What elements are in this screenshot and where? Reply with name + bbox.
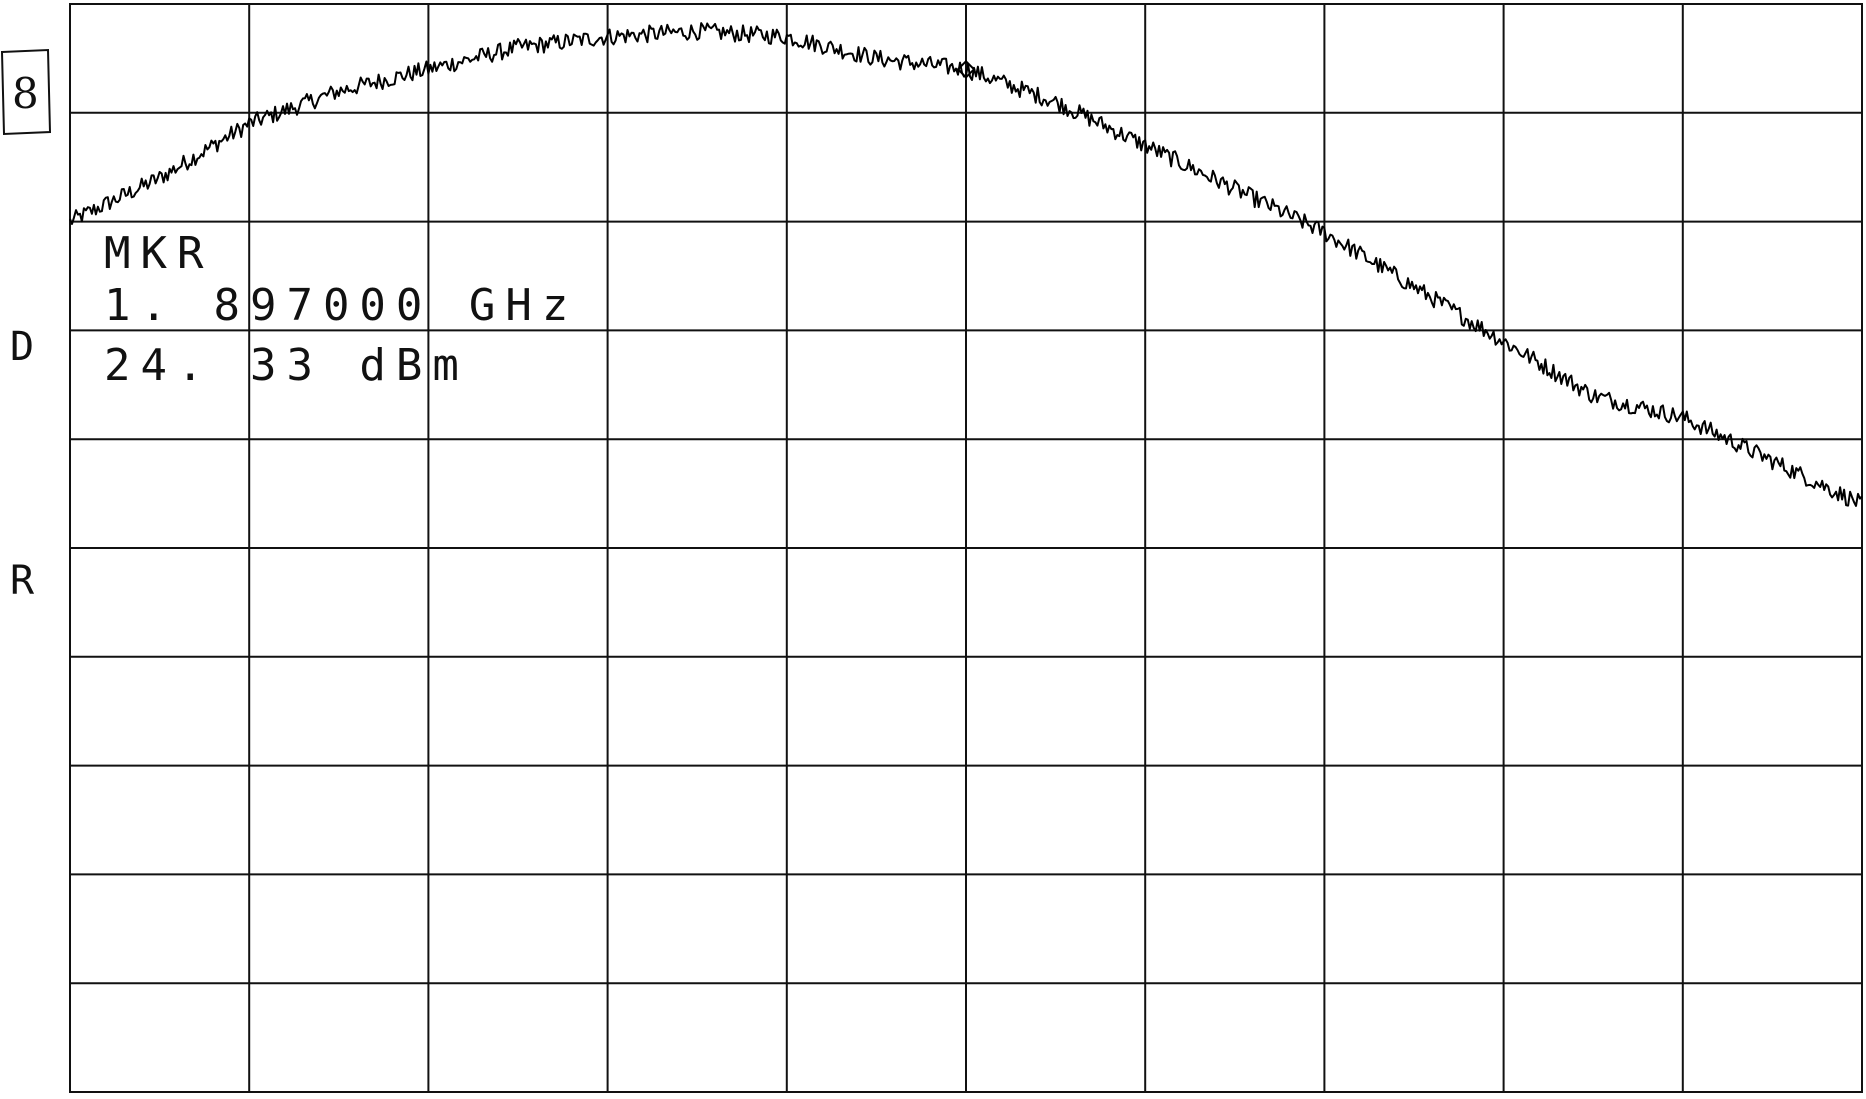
graticule <box>70 4 1862 1092</box>
marker-diamond <box>956 59 976 79</box>
plot-frame <box>69 3 1863 1093</box>
marker-readout-title: MKR <box>104 228 213 279</box>
marker-readout: MKR 1. 897000 GHz 24. 33 dBm <box>104 228 578 391</box>
marker-readout-level: 24. 33 dBm <box>104 340 469 391</box>
annotation-border <box>0 48 52 136</box>
annotation-box: 8 <box>0 48 52 136</box>
annotation-label: 8 <box>12 69 39 118</box>
marker-readout-frequency: 1. 897000 GHz <box>104 280 578 331</box>
spectrum-trace <box>69 22 1863 507</box>
side-label-d: D <box>10 324 34 370</box>
side-label-r: R <box>10 558 35 604</box>
